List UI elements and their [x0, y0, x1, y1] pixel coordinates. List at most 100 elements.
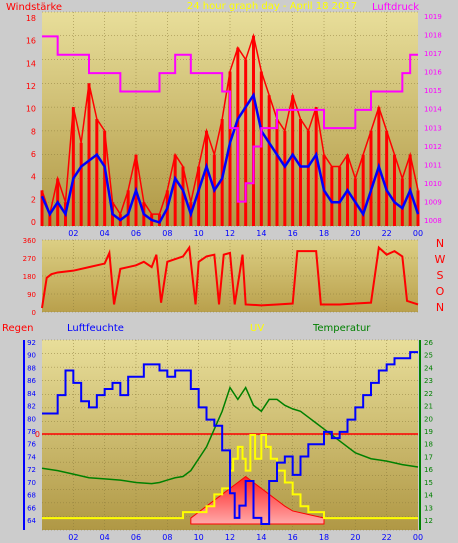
- wind-tick-label: 10: [26, 105, 36, 114]
- pressure-tick-label: 1018: [424, 32, 442, 40]
- climate-grid: [42, 339, 418, 531]
- hour-tick-label: 10: [194, 533, 204, 542]
- rain-tick-label: 0: [35, 430, 40, 439]
- wind-y-tick-labels: 0 2 4 6 8 10 12 14 16 18: [26, 14, 36, 227]
- hour-tick-label: 22: [382, 229, 392, 238]
- wind-tick-label: 2: [31, 195, 36, 204]
- temperature-axis-label: Temperatur: [312, 323, 371, 334]
- hour-tick-label: 04: [100, 533, 110, 542]
- uv-line: [42, 434, 418, 520]
- hour-tick-label: 06: [131, 533, 141, 542]
- hour-tick-label: 14: [256, 229, 266, 238]
- hour-tick-label: 06: [131, 229, 141, 238]
- direction-tick-label: 270: [23, 255, 36, 263]
- climate-series: [41, 351, 419, 525]
- humidity-tick-label: 84: [27, 390, 36, 398]
- wind-gust-line: [41, 32, 419, 217]
- climate-x-tick-labels: 02 04 06 08 10 12 14 16 18 20 22 00: [68, 533, 423, 542]
- direction-tick-label: 90: [27, 291, 36, 299]
- wind-tick-label: 16: [26, 37, 36, 46]
- hour-tick-label: 10: [194, 229, 204, 238]
- wind-tick-label: 0: [31, 218, 36, 227]
- hour-tick-label: 18: [319, 533, 329, 542]
- temperature-tick-label: 18: [424, 441, 433, 449]
- humidity-axis-label: Luftfeuchte: [67, 323, 124, 334]
- temperature-tick-label: 15: [424, 479, 433, 487]
- direction-tick-label: 360: [23, 237, 36, 245]
- wind-tick-label: 12: [26, 82, 36, 91]
- hour-tick-label: 12: [225, 533, 235, 542]
- hour-tick-label: 18: [319, 229, 329, 238]
- temperature-tick-label: 16: [424, 466, 433, 474]
- humidity-tick-label: 74: [27, 453, 36, 461]
- compass-label: N: [436, 301, 444, 314]
- direction-tick-label: 180: [23, 273, 36, 281]
- humidity-tick-label: 70: [27, 479, 36, 487]
- compass-label: W: [435, 253, 446, 266]
- humidity-y-tick-labels: 64 66 68 70 72 74 76 78 80 82 84 86 88 90 92 0: [27, 339, 40, 525]
- hour-tick-label: 14: [256, 533, 266, 542]
- humidity-tick-label: 88: [27, 364, 36, 372]
- pressure-tick-label: 1015: [424, 87, 442, 95]
- humidity-tick-label: 66: [27, 504, 36, 512]
- pressure-y-tick-labels: 1008 1009 1010 1011 1012 1013 1014 1015 1016 1017…: [424, 13, 442, 225]
- pressure-tick-label: 1016: [424, 69, 442, 77]
- humidity-tick-label: 76: [27, 441, 36, 449]
- hour-tick-label: 16: [288, 229, 298, 238]
- temperature-tick-label: 20: [424, 415, 433, 423]
- pressure-tick-label: 1019: [424, 13, 442, 21]
- direction-grid: [42, 239, 418, 313]
- humidity-tick-label: 80: [27, 415, 36, 423]
- hour-tick-label: 22: [382, 533, 392, 542]
- wind-axis-label: Windstärke: [6, 2, 62, 13]
- pressure-tick-label: 1012: [424, 143, 442, 151]
- hour-tick-label: 20: [350, 533, 360, 542]
- humidity-tick-label: 86: [27, 377, 36, 385]
- temperature-tick-label: 22: [424, 390, 433, 398]
- humidity-tick-label: 90: [27, 352, 36, 360]
- humidity-tick-label: 64: [27, 517, 36, 525]
- compass-label: O: [436, 285, 445, 298]
- hour-tick-label: 04: [100, 229, 110, 238]
- wind-tick-label: 14: [26, 59, 36, 68]
- humidity-tick-label: 92: [27, 339, 36, 347]
- temperature-tick-label: 21: [424, 403, 433, 411]
- pressure-tick-label: 1009: [424, 198, 442, 206]
- hour-tick-label: 16: [288, 533, 298, 542]
- direction-tick-label: 0: [32, 309, 36, 317]
- pressure-line: [42, 35, 418, 203]
- hour-tick-label: 02: [68, 229, 78, 238]
- humidity-tick-label: 68: [27, 492, 36, 500]
- pressure-tick-label: 1017: [424, 50, 442, 58]
- hour-tick-label: 20: [350, 229, 360, 238]
- wind-x-tick-labels: 02 04 06 08 10 12 14 16 18 20 22 00: [68, 229, 423, 238]
- temperature-tick-label: 14: [424, 492, 433, 500]
- hour-tick-label: 08: [162, 533, 172, 542]
- humidity-tick-label: 82: [27, 403, 36, 411]
- pressure-tick-label: 1014: [424, 106, 442, 114]
- wind-direction-line: [41, 244, 419, 309]
- temperature-tick-label: 19: [424, 428, 433, 436]
- hour-tick-label: 00: [413, 229, 423, 238]
- temperature-tick-label: 23: [424, 377, 433, 385]
- temperature-tick-label: 26: [424, 339, 433, 347]
- temperature-tick-label: 12: [424, 517, 433, 525]
- wind-tick-label: 18: [26, 14, 36, 23]
- chart-title: 24 hour graph day - April 18 2017: [187, 1, 357, 12]
- compass-label: S: [437, 269, 444, 282]
- hour-tick-label: 02: [68, 533, 78, 542]
- wind-tick-label: 4: [31, 173, 36, 182]
- wind-tick-label: 6: [31, 150, 36, 159]
- hour-tick-label: 00: [413, 533, 423, 542]
- temperature-tick-label: 17: [424, 453, 433, 461]
- temperature-tick-label: 24: [424, 364, 433, 372]
- wind-tick-label: 8: [31, 127, 36, 136]
- temperature-y-tick-labels: 12 13 14 15 16 17 18 19 20 21 22 23 24 25 26: [424, 339, 433, 525]
- humidity-tick-label: 72: [27, 466, 36, 474]
- rain-axis-label: Regen: [2, 323, 34, 334]
- hour-tick-label: 08: [162, 229, 172, 238]
- humidity-line: [42, 351, 418, 525]
- compass-label: N: [436, 237, 444, 250]
